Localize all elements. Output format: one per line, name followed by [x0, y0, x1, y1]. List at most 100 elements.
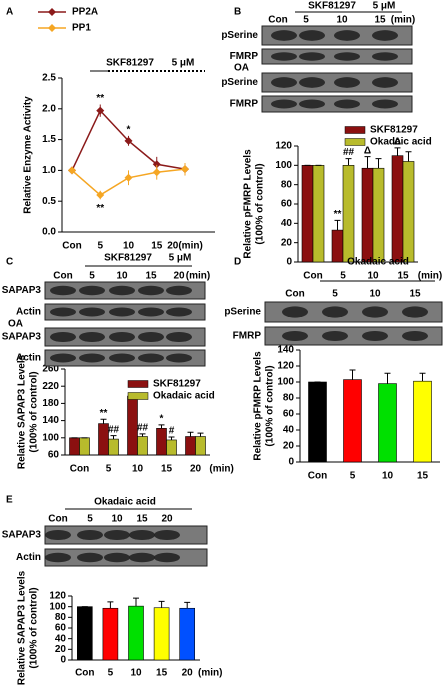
blot-band	[299, 99, 325, 109]
x-tick-label: 20	[182, 668, 194, 679]
bar	[372, 167, 385, 263]
bar	[166, 439, 177, 456]
blot-band	[109, 353, 135, 363]
blot-band	[138, 331, 164, 343]
blot-band	[154, 552, 180, 563]
blot-band	[334, 52, 360, 61]
blot-band	[45, 552, 71, 563]
error-bar	[405, 151, 412, 162]
x-tick-label: 10	[367, 271, 379, 282]
legend-marker	[48, 24, 56, 32]
blot-row-label: SAPAP3	[2, 530, 42, 541]
y-tick-label: 60	[48, 450, 60, 461]
blot-band	[372, 99, 398, 109]
panel-letter: A	[6, 7, 13, 18]
blot-band	[402, 306, 428, 318]
x-tick-label: 5	[97, 241, 103, 252]
bar	[153, 607, 170, 661]
y-tick-label: 1.5	[42, 134, 56, 145]
error-bar	[384, 372, 391, 384]
y-tick-label: 220	[42, 381, 59, 392]
x-unit: (min)	[209, 464, 233, 475]
panel-letter: E	[6, 495, 13, 506]
y-tick-label: 80	[281, 179, 293, 190]
y-tick-label: 0.5	[42, 196, 56, 207]
bar	[308, 381, 327, 463]
blot-band	[138, 353, 164, 363]
blot-band	[166, 285, 192, 296]
blot-row-label: SAPAP3	[2, 285, 42, 296]
blot-header: 20	[173, 271, 185, 282]
x-tick-label: 10	[132, 464, 144, 475]
bar	[331, 229, 344, 263]
blot-band	[299, 30, 325, 41]
y-tick-label: 20	[55, 644, 67, 655]
y-tick-label: 60	[283, 409, 295, 420]
y-tick-label: 0.0	[42, 227, 56, 238]
y-tick-label: 100	[275, 160, 292, 171]
marker	[181, 165, 189, 174]
blot-header: 5	[89, 271, 95, 282]
dose-label: 5 μM	[373, 1, 396, 12]
blot-header: Con	[48, 514, 67, 525]
marker	[68, 166, 76, 175]
y-axis-label: Relative SAPAP3 Levels	[17, 570, 28, 685]
x-tick-label: 5	[106, 464, 112, 475]
x-tick-label: 15	[417, 471, 429, 482]
bar	[108, 438, 119, 456]
blot-header: 5	[303, 15, 309, 26]
blot-band	[299, 77, 325, 88]
error-bar	[110, 435, 117, 440]
blot-band	[322, 306, 348, 318]
x-tick-label: Con	[303, 271, 322, 282]
blot-band	[271, 30, 297, 41]
blot-band	[362, 306, 388, 318]
error-bar	[394, 147, 401, 156]
annotation: Δ	[394, 137, 401, 148]
blot-band	[50, 353, 76, 363]
blot-band	[166, 307, 192, 317]
annotation: *	[160, 414, 164, 425]
blot-band	[166, 331, 192, 343]
error-bar	[364, 156, 371, 169]
y-tick-label: 80	[283, 393, 295, 404]
y-tick-label: 260	[42, 364, 59, 375]
y-tick-label: 100	[42, 432, 59, 443]
blot-row-label: pSerine	[221, 77, 258, 88]
y-tick-label: 0	[286, 257, 292, 268]
blot-row-label: FMRP	[230, 51, 259, 62]
blot-band	[79, 331, 105, 343]
y-axis-label: Relative pFMRP Levels	[253, 351, 264, 461]
bar	[69, 437, 80, 456]
blot-row-label: Actin	[16, 353, 41, 364]
blot-header: 10	[111, 514, 123, 525]
annotation: #	[169, 426, 175, 437]
x-tick-label: 15	[151, 241, 163, 252]
blot-header: 10	[116, 271, 128, 282]
legend-label: SKF81297	[153, 379, 201, 390]
bar	[361, 167, 374, 263]
blot-band	[334, 77, 360, 88]
y-tick-label: 20	[281, 237, 293, 248]
x-tick-label: 10	[382, 471, 394, 482]
blot-band	[79, 285, 105, 296]
legend-label: Okadaic acid	[153, 391, 215, 402]
blot-band	[154, 529, 180, 541]
blot	[264, 326, 443, 346]
blot-group-label: OA	[234, 63, 249, 74]
legend-swatch	[127, 380, 149, 388]
blot-header: 15	[136, 514, 148, 525]
blot-group-label: OA	[8, 319, 23, 330]
marker	[124, 136, 133, 145]
legend-label: SKF81297	[370, 125, 418, 136]
treatment-label: Okadaic acid	[94, 497, 156, 508]
x-tick-label: 15	[156, 668, 168, 679]
blot-band	[372, 52, 398, 61]
blot-band	[271, 52, 297, 61]
y-axis-label: (100% of control)	[255, 163, 266, 244]
panel-letter: B	[234, 7, 241, 18]
y-axis-label: (100% of control)	[265, 365, 276, 446]
marker	[124, 173, 133, 182]
panel-letter: C	[6, 257, 13, 268]
blot-header: 5	[332, 289, 338, 300]
